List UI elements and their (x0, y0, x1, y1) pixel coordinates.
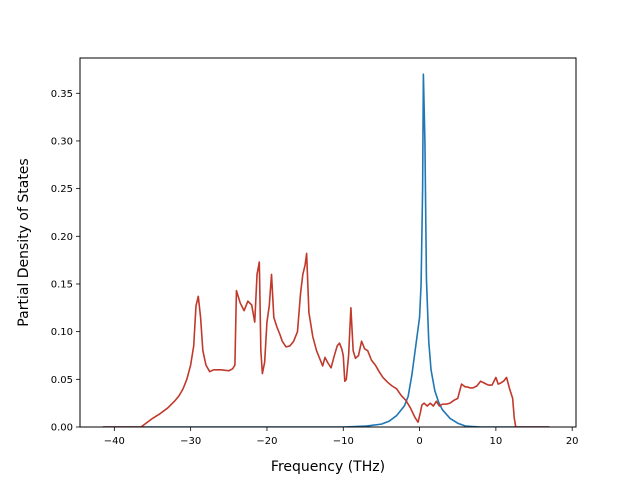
x-tick-label: −30 (180, 436, 201, 447)
x-tick-label: −10 (333, 436, 354, 447)
y-tick-label: 0.00 (51, 423, 73, 434)
y-tick-label: 0.25 (51, 184, 73, 195)
x-tick-label: 10 (490, 436, 503, 447)
y-axis-label: Partial Density of States (16, 158, 32, 326)
series-layer (102, 73, 550, 427)
axes-frame (79, 57, 577, 428)
x-tick-label: 20 (566, 436, 579, 447)
y-tick-label: 0.30 (51, 136, 73, 147)
x-tick-label: 0 (416, 436, 422, 447)
x-tick-label: −20 (256, 436, 277, 447)
y-tick-label: 0.15 (51, 279, 73, 290)
x-tick-label: −40 (104, 436, 125, 447)
series-line-1 (102, 73, 550, 427)
y-tick-label: 0.05 (51, 375, 73, 386)
x-axis-label: Frequency (THz) (271, 459, 385, 475)
y-tick-label: 0.35 (51, 89, 73, 100)
y-tick-label: 0.10 (51, 327, 73, 338)
ticks-layer: −40 −30 −20 −10 0 10 20 0.00 0.05 0.10 0.15 0.20 0.2… (51, 89, 579, 447)
y-tick-label: 0.20 (51, 232, 73, 243)
series-line-2 (102, 252, 550, 427)
